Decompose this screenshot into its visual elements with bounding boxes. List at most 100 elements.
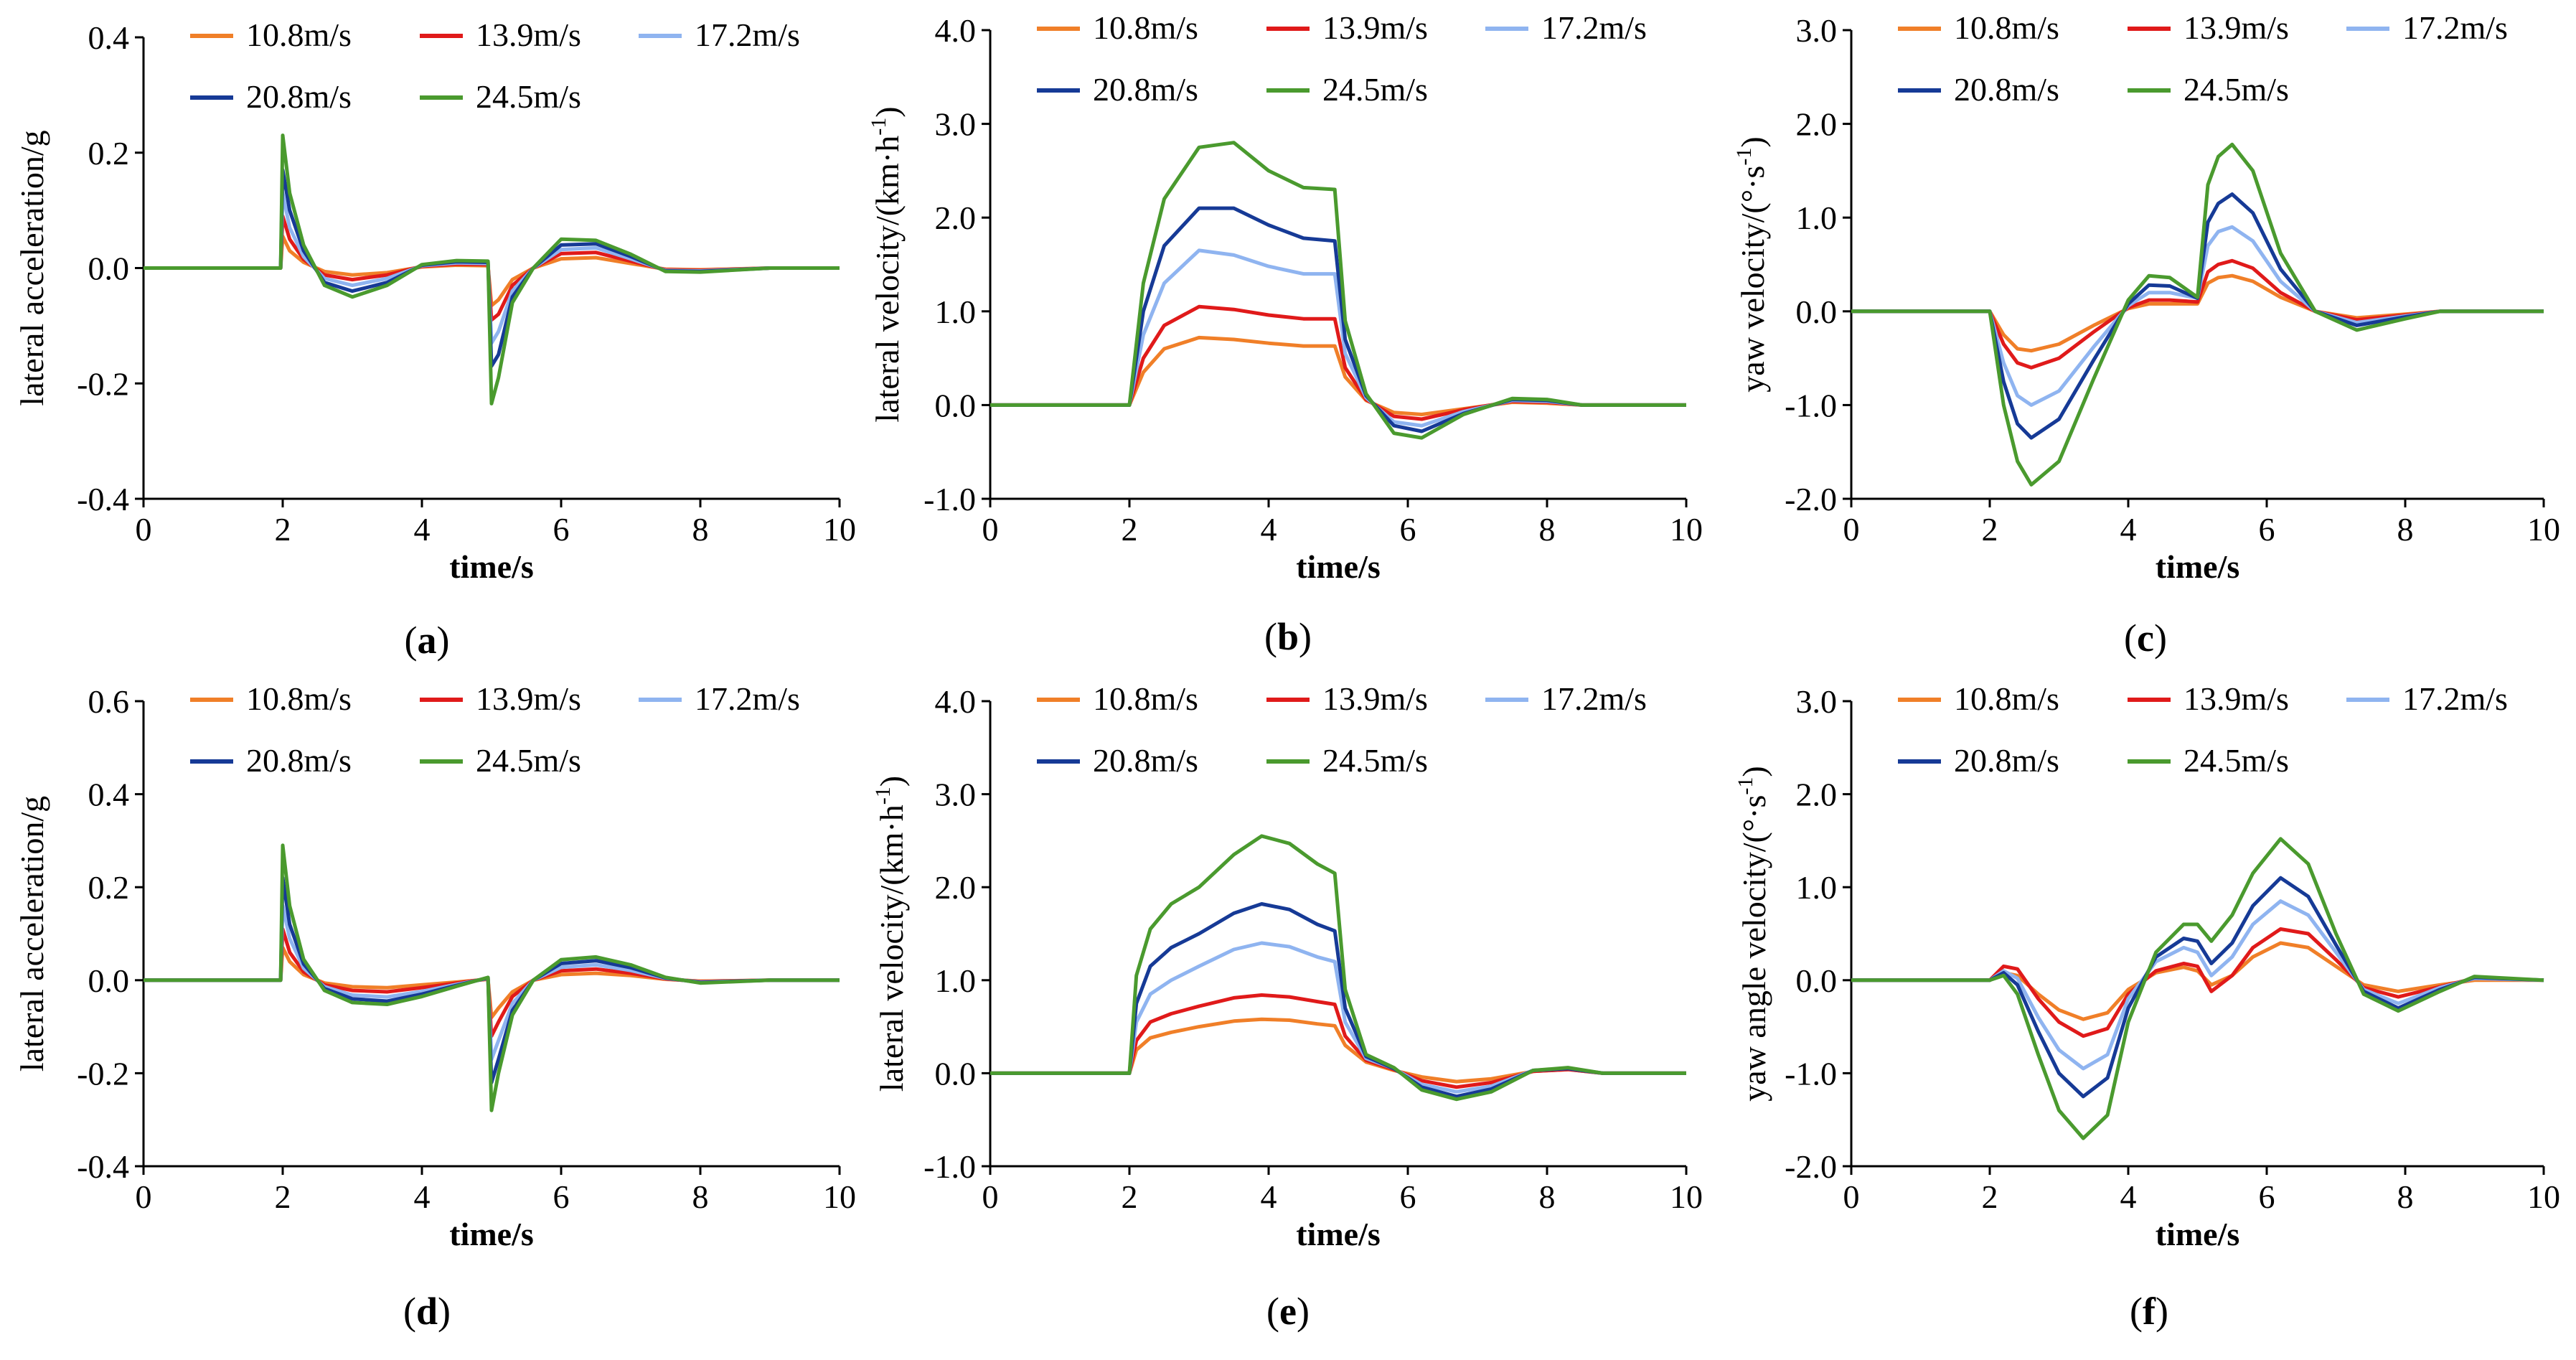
panel-label-letter: e xyxy=(1279,1290,1297,1333)
legend-label: 10.8m/s xyxy=(246,680,352,717)
x-axis-label: time/s xyxy=(449,548,534,585)
x-tick-label: 6 xyxy=(553,1178,570,1215)
y-axis-label: yaw velocity/(°·s-1) xyxy=(1732,136,1771,392)
x-tick-label: 0 xyxy=(1843,1178,1860,1215)
x-tick-label: 2 xyxy=(275,511,291,548)
x-axis-label: time/s xyxy=(1296,1216,1381,1252)
y-tick-label: 0.0 xyxy=(1796,294,1838,330)
legend-label: 20.8m/s xyxy=(246,742,352,779)
legend-label: 17.2m/s xyxy=(1541,9,1647,46)
panel-label-close: ) xyxy=(1297,1290,1310,1333)
legend-label: 13.9m/s xyxy=(2184,680,2289,717)
y-tick-label: 1.0 xyxy=(935,962,977,999)
legend-label: 13.9m/s xyxy=(1322,680,1428,717)
series-line-5 xyxy=(990,834,1686,1102)
series-line-2 xyxy=(1851,258,2544,370)
panel-label-letter: f xyxy=(2143,1290,2156,1333)
panel-label: (e) xyxy=(1266,1290,1310,1333)
x-tick-label: 6 xyxy=(1400,511,1416,548)
series-line-5 xyxy=(144,843,840,1112)
panel-label-open: ( xyxy=(1266,1290,1279,1333)
y-axis-label: lateral velocity/(km·h-1) xyxy=(867,106,906,422)
x-axis-label: time/s xyxy=(2156,548,2240,585)
legend-label: 24.5m/s xyxy=(476,742,581,779)
panel-label-close: ) xyxy=(2156,1290,2168,1333)
legend-label: 20.8m/s xyxy=(246,78,352,115)
legend-label: 20.8m/s xyxy=(1954,71,2059,108)
y-axis-label-sup: -1 xyxy=(1732,148,1756,166)
legend-label: 17.2m/s xyxy=(2402,9,2508,46)
legend-label: 24.5m/s xyxy=(2184,742,2289,779)
x-tick-label: 6 xyxy=(2259,1178,2275,1215)
x-tick-label: 4 xyxy=(2120,1178,2137,1215)
y-axis-label: lateral acceleration/g xyxy=(14,796,50,1071)
x-tick-label: 10 xyxy=(2527,511,2560,548)
x-tick-label: 8 xyxy=(2397,1178,2414,1215)
x-tick-label: 8 xyxy=(1539,1178,1556,1215)
y-tick-label: 1.0 xyxy=(1796,200,1838,236)
chart-panel-c: 0 2 4 6 8 10 -2.0 -1.0 0.0 1.0 2.0 3.0 time/s yaw vel… xyxy=(1732,9,2560,660)
chart-panel-b: 0 2 4 6 8 10 -1.0 0.0 1.0 2.0 3.0 4.0 time/s lateral … xyxy=(867,9,1703,658)
y-tick-label: 0.0 xyxy=(88,250,130,287)
panel-label: (a) xyxy=(405,619,450,662)
y-tick-label: 3.0 xyxy=(935,106,977,143)
y-tick-label: -2.0 xyxy=(1785,1148,1837,1185)
x-tick-label: 2 xyxy=(1122,1178,1138,1215)
series-line-5 xyxy=(1851,837,2544,1140)
y-tick-label: 3.0 xyxy=(1796,12,1838,49)
x-tick-label: 0 xyxy=(982,511,999,548)
x-axis-label: time/s xyxy=(1296,548,1381,585)
y-tick-label: -0.4 xyxy=(77,481,129,517)
panel-label: (c) xyxy=(2124,616,2167,660)
y-axis-label-sup: -1 xyxy=(1734,777,1757,795)
y-tick-label: 4.0 xyxy=(935,12,977,49)
x-tick-label: 0 xyxy=(982,1178,999,1215)
y-axis-label-close: ) xyxy=(873,776,910,787)
x-tick-label: 8 xyxy=(2397,511,2414,548)
x-tick-label: 0 xyxy=(136,511,152,548)
panel-label-close: ) xyxy=(1299,615,1312,658)
y-tick-label: 0.4 xyxy=(88,777,130,813)
x-axis-label: time/s xyxy=(449,1216,534,1252)
x-tick-label: 10 xyxy=(1670,511,1703,548)
y-axis-label-text: yaw velocity/(°·s xyxy=(1734,166,1771,393)
legend-label: 17.2m/s xyxy=(1541,680,1647,717)
y-tick-label: -1.0 xyxy=(923,481,976,517)
legend-label: 20.8m/s xyxy=(1954,742,2059,779)
x-tick-label: 8 xyxy=(692,511,709,548)
chart-panel-f: 0 2 4 6 8 10 -2.0 -1.0 0.0 1.0 2.0 3.0 time/s yaw ang… xyxy=(1734,680,2560,1333)
panel-label-open: ( xyxy=(2124,616,2137,660)
x-tick-label: 8 xyxy=(1539,511,1556,548)
panel-label: (b) xyxy=(1264,615,1312,658)
y-axis-label-sup: -1 xyxy=(871,787,895,805)
y-tick-label: 0.6 xyxy=(88,683,130,720)
y-axis-label-text: lateral velocity/(km·h xyxy=(869,136,906,423)
legend-label: 13.9m/s xyxy=(476,680,581,717)
y-tick-label: 4.0 xyxy=(935,683,977,720)
legend-label: 10.8m/s xyxy=(1954,9,2059,46)
legend-label: 24.5m/s xyxy=(2184,71,2289,108)
x-tick-label: 10 xyxy=(2527,1178,2560,1215)
x-tick-label: 4 xyxy=(1261,511,1277,548)
x-tick-label: 4 xyxy=(2120,511,2137,548)
x-tick-label: 4 xyxy=(1261,1178,1277,1215)
x-tick-label: 6 xyxy=(2259,511,2275,548)
x-tick-label: 0 xyxy=(136,1178,152,1215)
panel-label-letter: a xyxy=(418,619,437,662)
legend-label: 13.9m/s xyxy=(476,17,581,53)
y-tick-label: 0.2 xyxy=(88,869,130,906)
series-line-4 xyxy=(1851,876,2544,1099)
y-tick-label: 0.0 xyxy=(88,962,130,999)
series-line-2 xyxy=(990,304,1686,421)
x-tick-label: 10 xyxy=(1670,1178,1703,1215)
panel-label-close: ) xyxy=(437,619,450,662)
y-tick-label: 2.0 xyxy=(935,200,977,236)
y-tick-label: -0.2 xyxy=(77,1055,129,1092)
y-tick-label: 1.0 xyxy=(1796,869,1838,906)
panel-label: (f) xyxy=(2130,1290,2168,1333)
panel-label-open: ( xyxy=(403,1290,416,1333)
series-line-4 xyxy=(990,902,1686,1099)
chart-panel-e: 0 2 4 6 8 10 -1.0 0.0 1.0 2.0 3.0 4.0 time/s lateral … xyxy=(871,680,1703,1333)
legend-label: 10.8m/s xyxy=(1093,680,1198,717)
y-tick-label: -1.0 xyxy=(923,1148,976,1185)
